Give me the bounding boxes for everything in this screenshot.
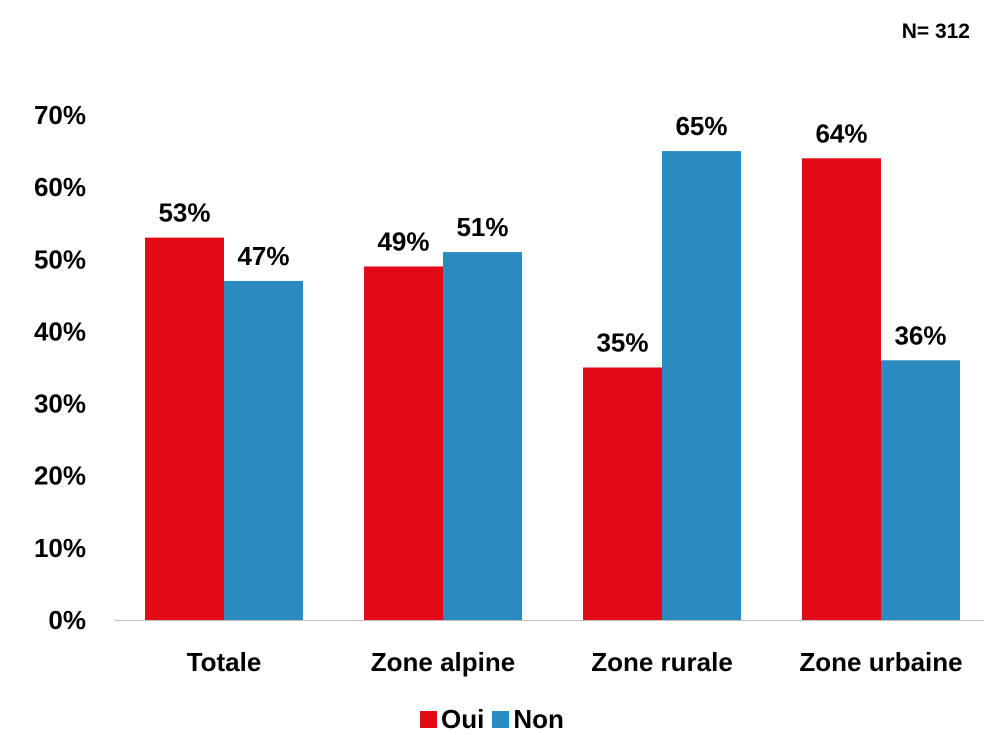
data-label-non-2: 65% (675, 111, 727, 141)
data-label-non-1: 51% (456, 212, 508, 242)
bar-non-2 (662, 151, 741, 621)
bar-non-0 (224, 280, 303, 620)
y-tick-label: 0% (48, 605, 86, 635)
legend-swatch-oui (420, 711, 438, 728)
data-label-oui-3: 64% (815, 118, 867, 148)
bar-oui-2 (583, 367, 662, 620)
bars (145, 151, 960, 621)
sample-size-note: N= 312 (901, 20, 970, 43)
bar-oui-3 (802, 158, 881, 621)
y-tick-label: 10% (34, 533, 86, 563)
x-category-label: Totale (187, 647, 262, 677)
data-label-oui-1: 49% (377, 227, 429, 257)
legend-swatch-non (492, 711, 510, 728)
bar-oui-0 (145, 237, 224, 620)
data-labels: 53% 47% 49% 51% 35% 65% 64% 36% (158, 111, 946, 357)
bar-non-3 (881, 360, 960, 620)
x-category-label: Zone urbaine (799, 647, 962, 677)
y-tick-label: 20% (34, 461, 86, 491)
y-tick-label: 70% (34, 100, 86, 130)
x-category-label: Zone alpine (371, 647, 515, 677)
legend-label-non: Non (513, 704, 564, 734)
y-tick-label: 60% (34, 172, 86, 202)
data-label-non-0: 47% (237, 241, 289, 271)
bar-oui-1 (364, 266, 443, 620)
data-label-non-3: 36% (894, 320, 946, 350)
y-axis: 0% 10% 20% 30% 40% 50% 60% 70% (34, 100, 86, 635)
data-label-oui-2: 35% (596, 328, 648, 358)
legend-item-oui: Oui (420, 704, 484, 735)
x-axis: Totale Zone alpine Zone rurale Zone urbaine (187, 647, 963, 677)
data-label-oui-0: 53% (158, 198, 210, 228)
legend-label-oui: Oui (441, 704, 485, 734)
legend: Oui Non (0, 704, 984, 735)
y-tick-label: 50% (34, 244, 86, 274)
y-tick-label: 30% (34, 389, 86, 419)
x-category-label: Zone rurale (591, 647, 733, 677)
bar-non-1 (443, 252, 522, 621)
y-tick-label: 40% (34, 316, 86, 346)
legend-item-non: Non (492, 704, 564, 735)
